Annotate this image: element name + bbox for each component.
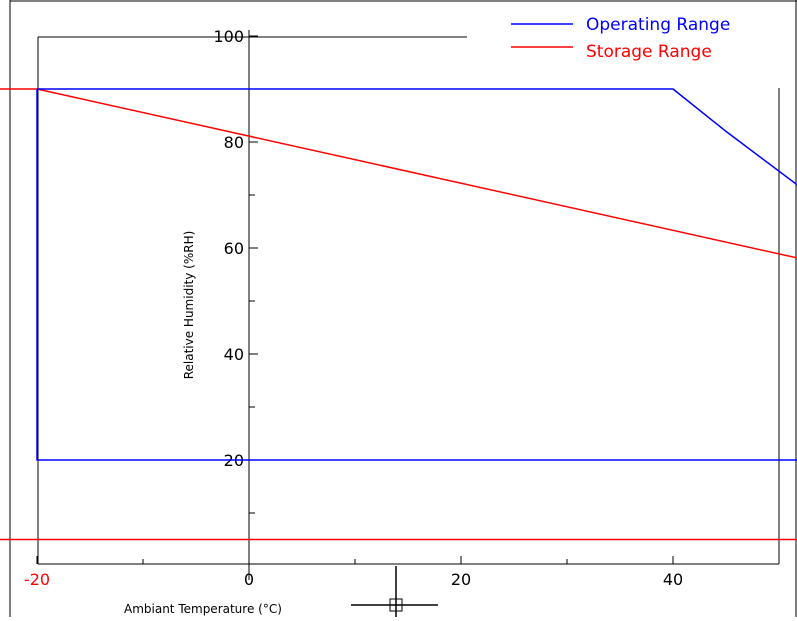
y-tick-label: 80 (224, 133, 244, 152)
y-tick-label: 40 (224, 345, 244, 364)
y-tick-label: 100 (213, 27, 244, 46)
y-tick-label: 60 (224, 239, 244, 258)
series-line-storage-range (0, 88, 797, 541)
x-tick-label: 40 (663, 570, 683, 589)
x-tick-label: -20 (24, 570, 50, 589)
y-axis-label: Relative Humidity (%RH) (182, 231, 196, 380)
legend: Operating Range Storage Range (511, 15, 730, 62)
x-ticks: -40-20020406080100 (24, 556, 780, 589)
x-tick-label: 20 (451, 570, 471, 589)
legend-label-storage: Storage Range (586, 42, 712, 62)
crosshair-cursor-icon (351, 566, 438, 617)
series-line-operating-range (36, 88, 797, 461)
x-axis-label: Ambiant Temperature (°C) (124, 602, 282, 616)
series-layer (0, 88, 797, 541)
legend-label-operating: Operating Range (586, 15, 730, 35)
x-tick-label: 0 (244, 570, 254, 589)
